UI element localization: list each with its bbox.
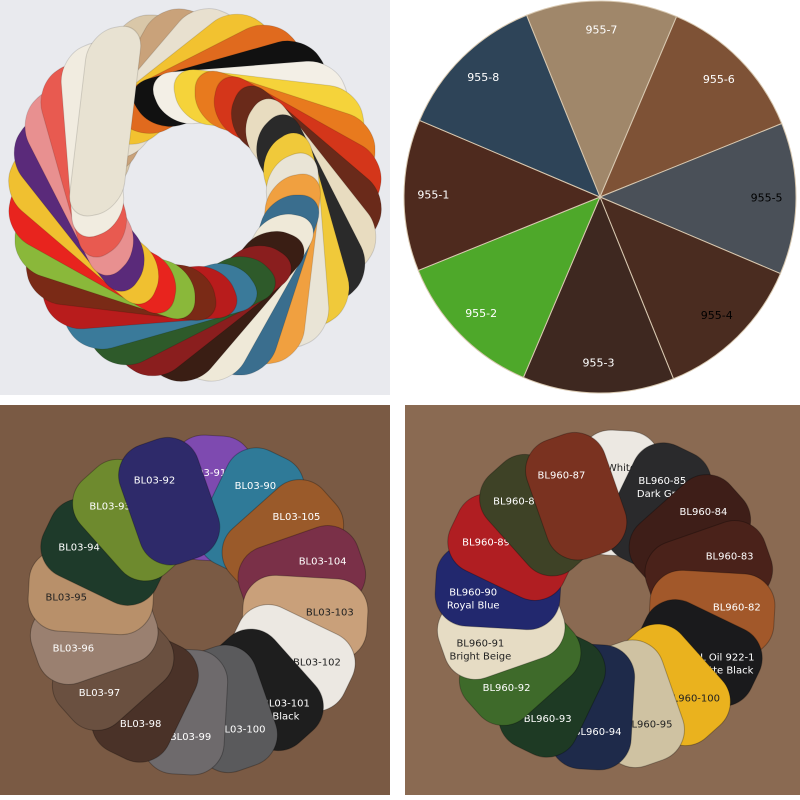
swatch-label: BL03-101 [262, 698, 310, 709]
swatch [598, 122, 797, 275]
swatch-fan-3: BL03-91 BL03-90 BL03-105 BL03-104 BL03-103 BL… [0, 405, 390, 795]
swatch-label: 955-5 [751, 191, 783, 204]
swatch-label: Off-White [589, 463, 636, 474]
swatch [525, 431, 628, 561]
swatch-label: BL960-91 [456, 639, 504, 650]
swatch-label: BL03-90 [235, 481, 277, 492]
swatch-label: 955-3 [583, 357, 615, 370]
swatch-label: BL960-88 [493, 497, 541, 508]
swatch-label: 955-2 [465, 307, 497, 320]
swatch-label: BL03-94 [58, 543, 100, 554]
swatch-label: BL03-103 [306, 607, 354, 618]
swatch [522, 195, 675, 394]
swatch-label: BL03-99 [170, 732, 212, 743]
swatch-label: 955-1 [417, 189, 449, 202]
swatch [403, 119, 602, 272]
swatch-label: BL03-92 [134, 475, 176, 486]
swatch-label: BL03-93 [89, 502, 131, 513]
swatch-name: Matte Black [694, 665, 753, 676]
swatch-label: 955-8 [467, 71, 499, 84]
swatch-label: BL03-96 [53, 644, 95, 655]
swatch-label: 955-6 [703, 73, 735, 86]
swatch-label: BL Oil 922-1 [693, 652, 754, 663]
swatch-label: BL960-94 [574, 727, 622, 738]
swatch-label: BL03-100 [218, 725, 266, 736]
swatch [69, 25, 142, 217]
swatch-label: BL960-83 [706, 551, 754, 562]
swatch [525, 0, 678, 199]
swatch-label: 955-4 [701, 309, 733, 322]
swatch-label: 955-7 [585, 23, 617, 36]
swatch-label: BL03-102 [293, 657, 341, 668]
swatch [599, 15, 783, 198]
swatch-label: BL03-91 [185, 468, 227, 479]
swatch-name: Bright Beige [449, 652, 511, 663]
swatch-label: BL960-82 [713, 602, 761, 613]
swatch-label: BL960-85 [638, 476, 686, 487]
swatch-label: BL960-87 [538, 470, 586, 481]
swatch-name: Royal Blue [447, 601, 500, 612]
swatch-label: BL960-92 [483, 683, 531, 694]
swatch-fan-2: 955-7 955-6 955-5 955-4 955-3 955-2 955-1 955-8 [400, 0, 800, 395]
swatch-label: BL03-97 [79, 688, 121, 699]
swatch [599, 196, 782, 380]
swatch [417, 196, 601, 379]
swatch [118, 436, 221, 566]
swatch [418, 14, 601, 198]
swatch-label: BL03-95 [45, 593, 87, 604]
swatch-label: BL03-104 [299, 556, 347, 567]
swatch-label: BL960-100 [666, 693, 720, 704]
swatch-label: BL960-93 [524, 714, 572, 725]
swatch-label: BL960-89 [462, 538, 510, 549]
swatch-name: Dark Gray [637, 489, 688, 500]
swatch-fan-1 [0, 0, 390, 395]
swatch-label: BL960-95 [625, 720, 673, 731]
swatch-label: BL03-105 [273, 512, 321, 523]
swatch-label: BL960-90 [449, 588, 497, 599]
swatch-label: BL960-84 [680, 507, 728, 518]
swatch-label: BL03-98 [120, 719, 162, 730]
swatch-name: Black [272, 711, 299, 722]
